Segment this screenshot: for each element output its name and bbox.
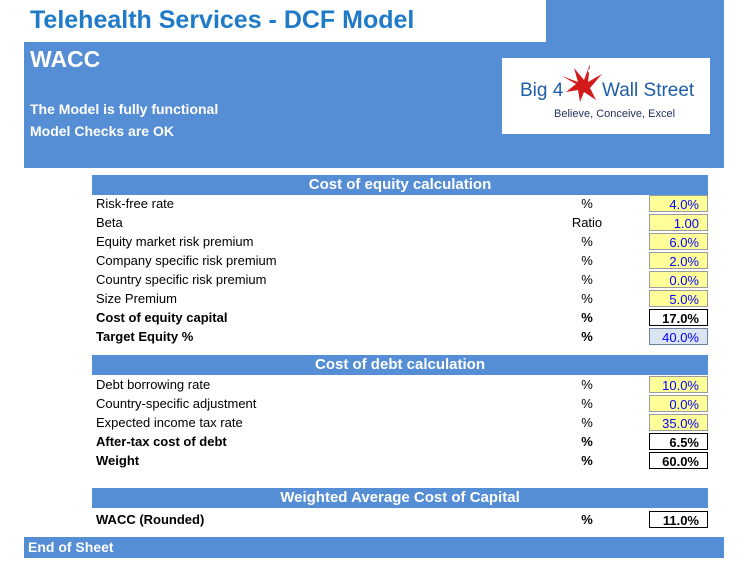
- wacc-section-header: Weighted Average Cost of Capital: [92, 488, 708, 508]
- row-unit: %: [581, 253, 593, 268]
- page-title: Telehealth Services - DCF Model: [30, 6, 415, 34]
- company-specific-risk-premium-input[interactable]: 2.0%: [649, 252, 708, 269]
- equity-row-company-risk-premium: Company specific risk premium % 2.0%: [96, 252, 708, 271]
- equity-section-header: Cost of equity calculation: [92, 175, 708, 195]
- row-unit: %: [581, 512, 593, 527]
- row-unit: %: [581, 377, 593, 392]
- row-unit: %: [581, 310, 593, 325]
- footer-band: [24, 537, 724, 558]
- debt-row-country-adjustment: Country-specific adjustment % 0.0%: [96, 395, 708, 414]
- big4-wall-street-logo: Big 4 Wall Street Believe, Conceive, Exc…: [502, 58, 710, 134]
- debt-row-borrowing-rate: Debt borrowing rate % 10.0%: [96, 376, 708, 395]
- equity-row-country-risk-premium: Country specific risk premium % 0.0%: [96, 271, 708, 290]
- row-unit: Ratio: [571, 215, 603, 230]
- logo-brand-right: Wall Street: [602, 80, 695, 101]
- row-label: Company specific risk premium: [96, 253, 277, 268]
- row-unit: %: [581, 291, 593, 306]
- sheet-name: WACC: [30, 46, 101, 72]
- wacc-row: WACC (Rounded) % 11.0%: [96, 511, 708, 530]
- equity-row-cost-of-equity: Cost of equity capital % 17.0%: [96, 309, 708, 328]
- logo-brand-left: Big 4: [520, 80, 564, 101]
- row-label: Country-specific adjustment: [96, 396, 257, 411]
- debt-weight-value[interactable]: 60.0%: [649, 452, 708, 469]
- equity-row-risk-free-rate: Risk-free rate % 4.0%: [96, 195, 708, 214]
- row-label: Target Equity %: [96, 329, 194, 344]
- debt-row-weight: Weight % 60.0%: [96, 452, 708, 471]
- debt-borrowing-rate-input[interactable]: 10.0%: [649, 376, 708, 393]
- header-band-top: [546, 0, 724, 42]
- beta-input[interactable]: 1.00: [649, 214, 708, 231]
- cost-of-equity-capital-value[interactable]: 17.0%: [649, 309, 708, 326]
- row-label: Expected income tax rate: [96, 415, 243, 430]
- equity-market-risk-premium-input[interactable]: 6.0%: [649, 233, 708, 250]
- model-checks-status: Model Checks are OK: [30, 123, 174, 139]
- row-unit: %: [581, 329, 593, 344]
- row-unit: %: [581, 453, 593, 468]
- country-specific-adjustment-input[interactable]: 0.0%: [649, 395, 708, 412]
- row-unit: %: [581, 196, 593, 211]
- row-unit: %: [581, 272, 593, 287]
- row-label: Beta: [96, 215, 123, 230]
- row-label: Cost of equity capital: [96, 310, 228, 325]
- end-of-sheet-label: End of Sheet: [28, 539, 114, 555]
- equity-row-size-premium: Size Premium % 5.0%: [96, 290, 708, 309]
- logo-tagline: Believe, Conceive, Excel: [554, 108, 676, 120]
- model-status: The Model is fully functional: [30, 101, 219, 117]
- after-tax-cost-of-debt-value[interactable]: 6.5%: [649, 433, 708, 450]
- row-label: After-tax cost of debt: [96, 434, 227, 449]
- row-label: Debt borrowing rate: [96, 377, 211, 392]
- row-label: Risk-free rate: [96, 196, 175, 211]
- row-label: Weight: [96, 453, 140, 468]
- row-label: WACC (Rounded): [96, 512, 205, 527]
- row-unit: %: [581, 396, 593, 411]
- debt-section-header: Cost of debt calculation: [92, 355, 708, 375]
- row-label: Country specific risk premium: [96, 272, 267, 287]
- equity-row-market-risk-premium: Equity market risk premium % 6.0%: [96, 233, 708, 252]
- eagle-icon: [562, 64, 602, 102]
- title-strip: [24, 0, 546, 42]
- row-unit: %: [581, 434, 593, 449]
- target-equity-input[interactable]: 40.0%: [649, 328, 708, 345]
- income-tax-rate-input[interactable]: 35.0%: [649, 414, 708, 431]
- debt-row-after-tax-cost: After-tax cost of debt % 6.5%: [96, 433, 708, 452]
- row-label: Size Premium: [96, 291, 177, 306]
- row-unit: %: [581, 234, 593, 249]
- wacc-value[interactable]: 11.0%: [649, 511, 708, 528]
- equity-row-beta: Beta Ratio 1.00: [96, 214, 708, 233]
- risk-free-rate-input[interactable]: 4.0%: [649, 195, 708, 212]
- size-premium-input[interactable]: 5.0%: [649, 290, 708, 307]
- equity-row-target-equity: Target Equity % % 40.0%: [96, 328, 708, 347]
- country-specific-risk-premium-input[interactable]: 0.0%: [649, 271, 708, 288]
- row-unit: %: [581, 415, 593, 430]
- row-label: Equity market risk premium: [96, 234, 254, 249]
- debt-row-tax-rate: Expected income tax rate % 35.0%: [96, 414, 708, 433]
